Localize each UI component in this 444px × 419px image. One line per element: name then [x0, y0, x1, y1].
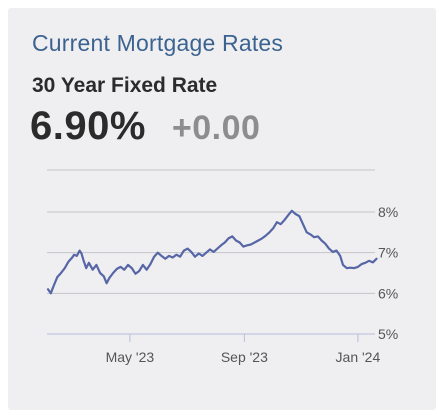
y-tick-label: 6%: [378, 285, 398, 301]
series-layer: [46, 209, 378, 295]
y-tick-label: 8%: [378, 204, 398, 220]
x-tick-label: May '23: [106, 349, 155, 365]
gridlines: [47, 169, 375, 342]
series-line: [46, 209, 378, 295]
tick-labels: 8% 7% 6% 5% May '23 Sep '23 Jan '24: [106, 204, 399, 365]
y-tick-label: 7%: [378, 245, 398, 261]
x-tick-label: Sep '23: [221, 349, 268, 365]
y-tick-label: 5%: [378, 326, 398, 342]
mortgage-rates-card: Current Mortgage Rates 30 Year Fixed Rat…: [8, 8, 436, 410]
rate-type-label: 30 Year Fixed Rate: [32, 74, 218, 97]
current-rate-value: 6.90%: [30, 104, 146, 148]
x-tick-label: Jan '24: [336, 349, 381, 365]
rate-change-value: +0.00: [171, 109, 261, 147]
card-title: Current Mortgage Rates: [32, 30, 284, 56]
rate-summary: 6.90% +0.00: [30, 104, 260, 154]
